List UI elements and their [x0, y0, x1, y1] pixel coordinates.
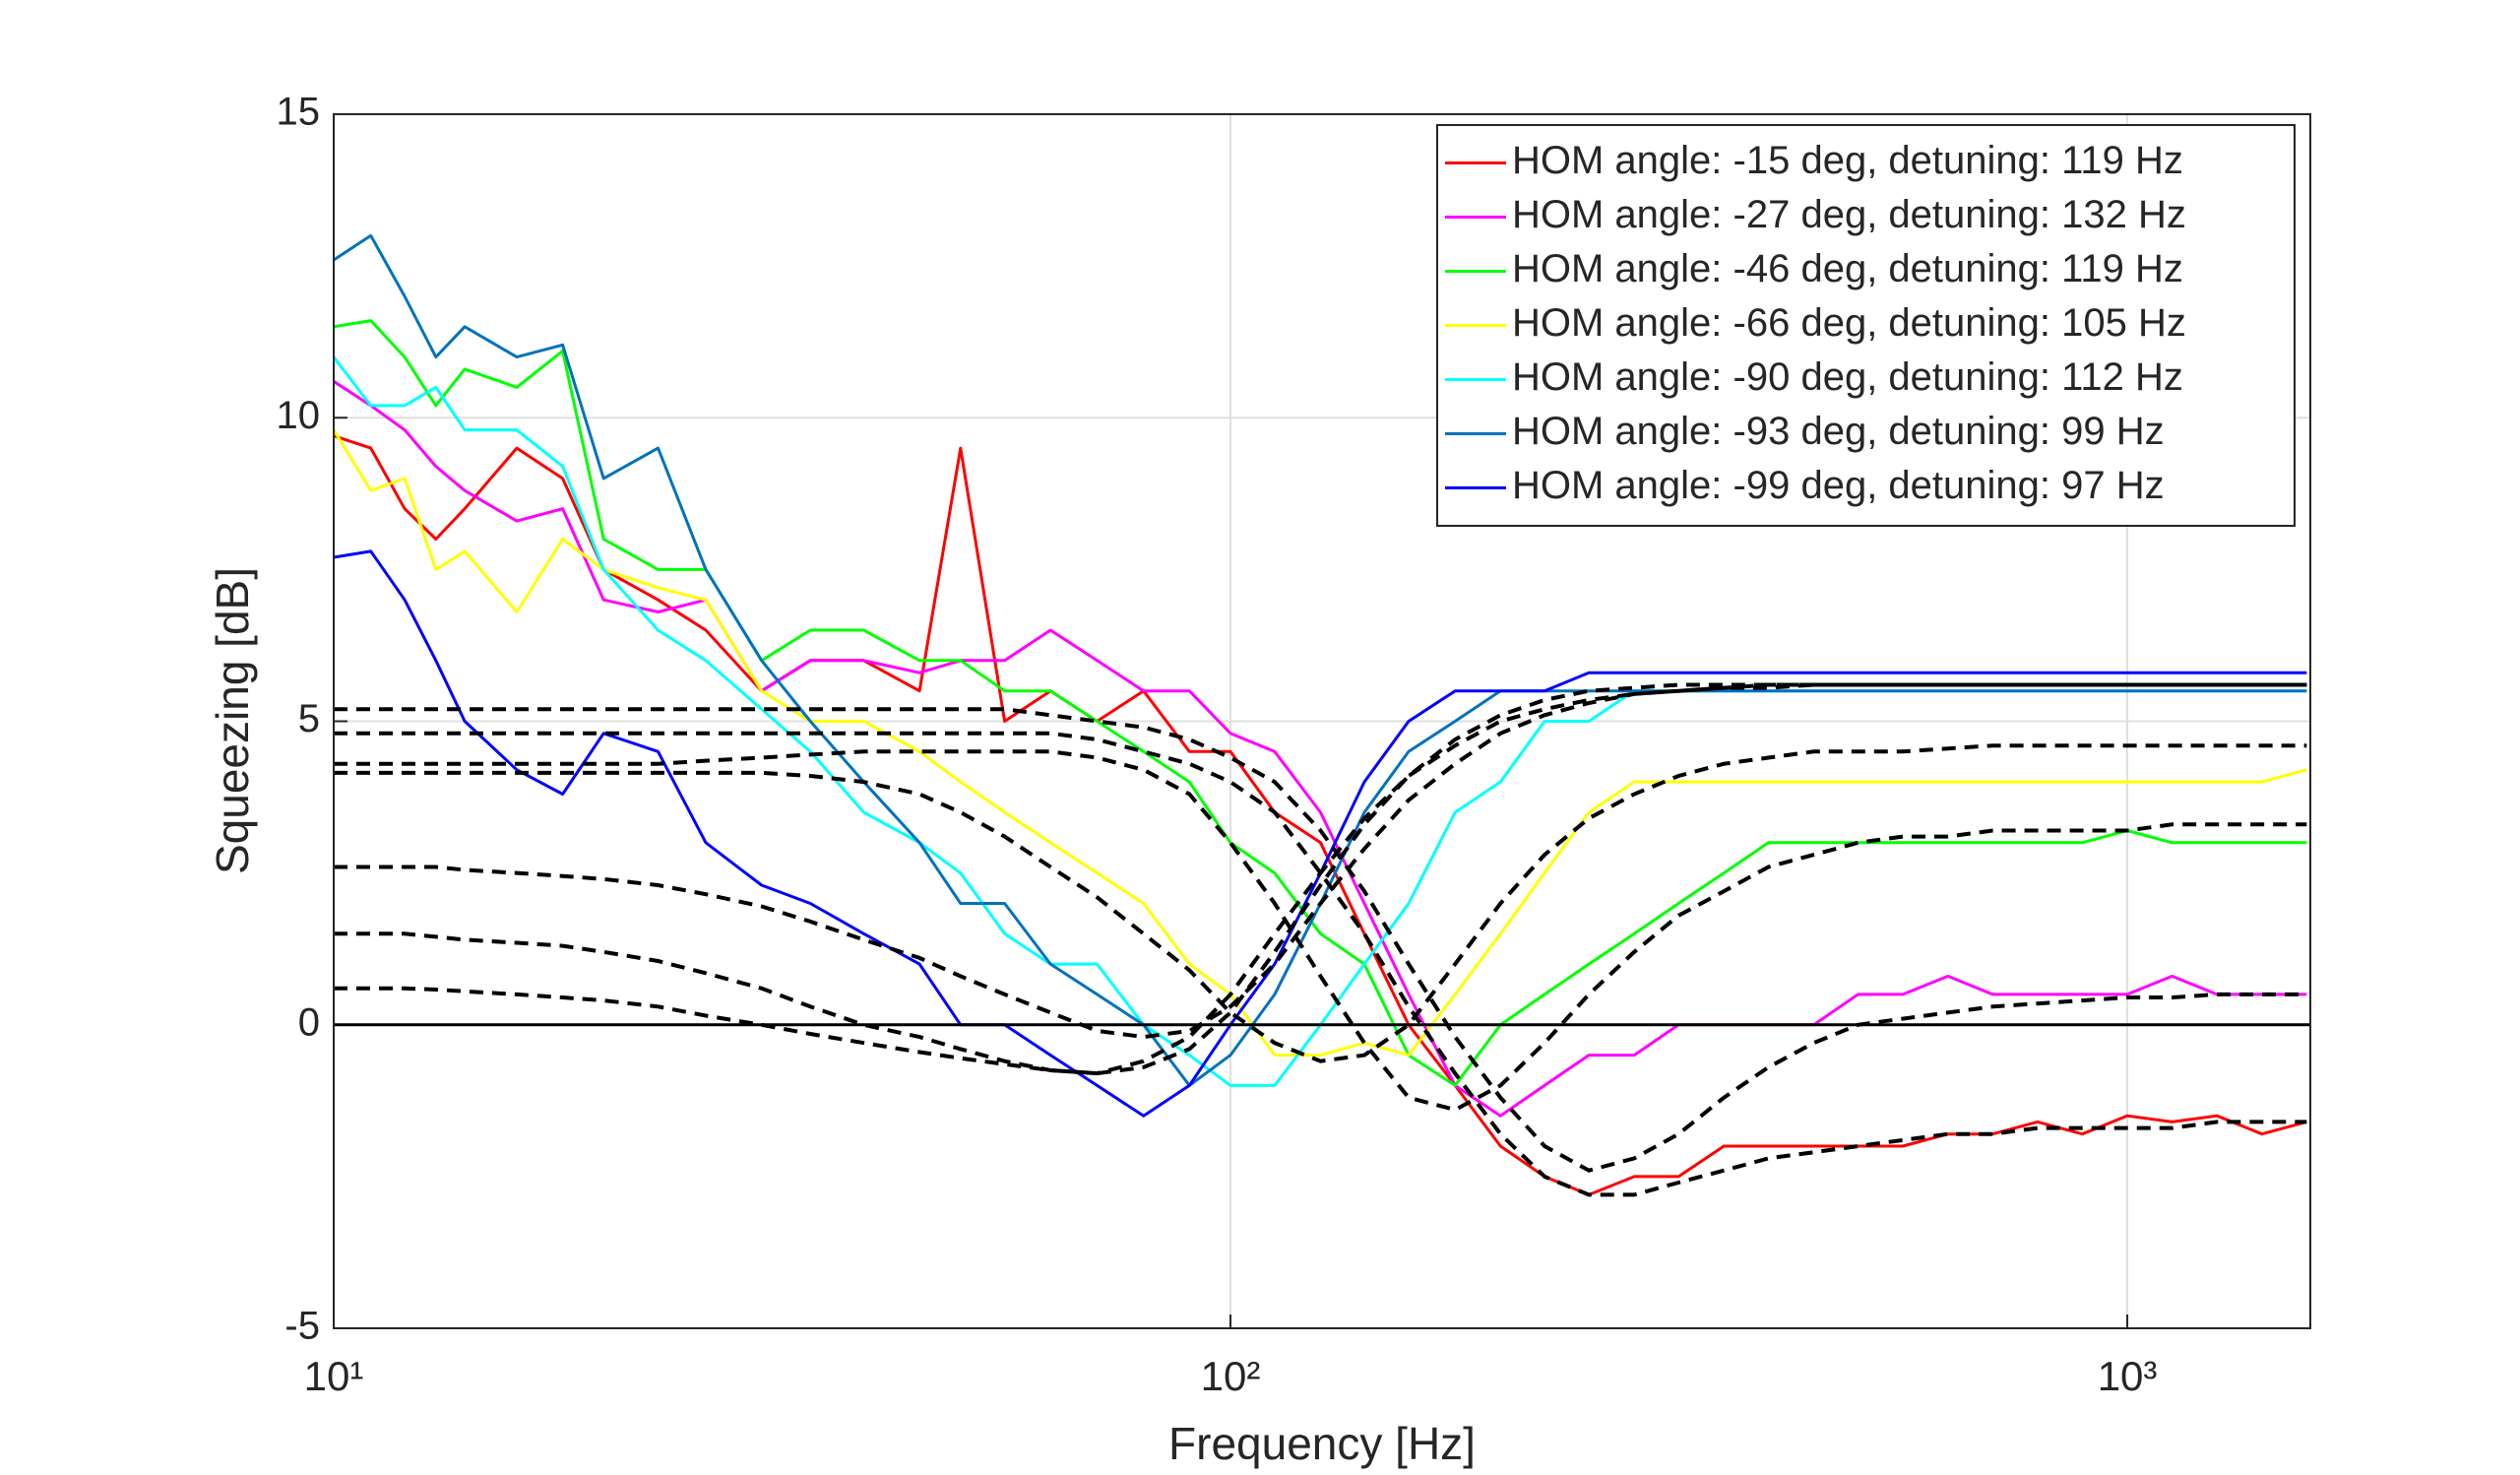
plot-area	[334, 233, 2310, 1197]
series-line	[334, 380, 2307, 1118]
y-tick-label: 5	[298, 697, 320, 740]
legend-label: HOM angle: -93 deg, detuning: 99 Hz	[1512, 410, 2165, 453]
legend-label: HOM angle: -99 deg, detuning: 97 Hz	[1512, 464, 2165, 507]
y-axis-label: Squeezing [dB]	[207, 567, 258, 874]
series-line	[334, 434, 2307, 1196]
axes-frame	[333, 113, 2311, 1329]
fit-line	[334, 682, 2307, 1076]
y-tick-label: 0	[298, 1000, 320, 1044]
x-axis-label: Frequency [Hz]	[1168, 1418, 1476, 1469]
y-tick-label: 10	[277, 394, 321, 437]
legend-label: HOM angle: -27 deg, detuning: 132 Hz	[1512, 193, 2186, 236]
legend-label: HOM angle: -46 deg, detuning: 119 Hz	[1512, 247, 2183, 290]
y-tick-label: 15	[277, 91, 321, 134]
fit-line	[334, 707, 2307, 1173]
x-tick-label: 10³	[2098, 1353, 2158, 1399]
series-line	[334, 319, 2307, 1087]
legend-label: HOM angle: -15 deg, detuning: 119 Hz	[1512, 139, 2183, 182]
x-tick-label: 10²	[1201, 1353, 1261, 1399]
series-line	[334, 428, 2307, 1058]
legend-label: HOM angle: -90 deg, detuning: 112 Hz	[1512, 355, 2183, 399]
fit-line	[334, 682, 2307, 1040]
fit-line	[334, 682, 2307, 1076]
legend-box	[1436, 124, 2296, 527]
legend-label: HOM angle: -66 deg, detuning: 105 Hz	[1512, 301, 2186, 345]
fit-line	[334, 743, 2307, 1063]
y-tick-label: -5	[284, 1305, 320, 1348]
x-tick-label: 10¹	[304, 1353, 364, 1399]
fit-line	[334, 749, 2307, 1113]
